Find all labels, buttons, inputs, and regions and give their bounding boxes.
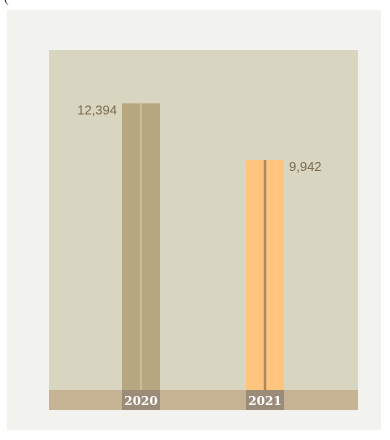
baseline-band [49,390,358,410]
category-label-2020: 2020 [124,394,157,408]
cropped-top-text: ( [4,0,9,7]
value-label-2020: 12,394 [77,102,117,117]
year-label-bg-2020 [122,390,160,410]
value-label-2021: 9,942 [289,159,322,174]
category-label-2021: 2021 [248,394,281,408]
plot-area [49,50,358,410]
year-label-bg-2021 [246,390,284,410]
